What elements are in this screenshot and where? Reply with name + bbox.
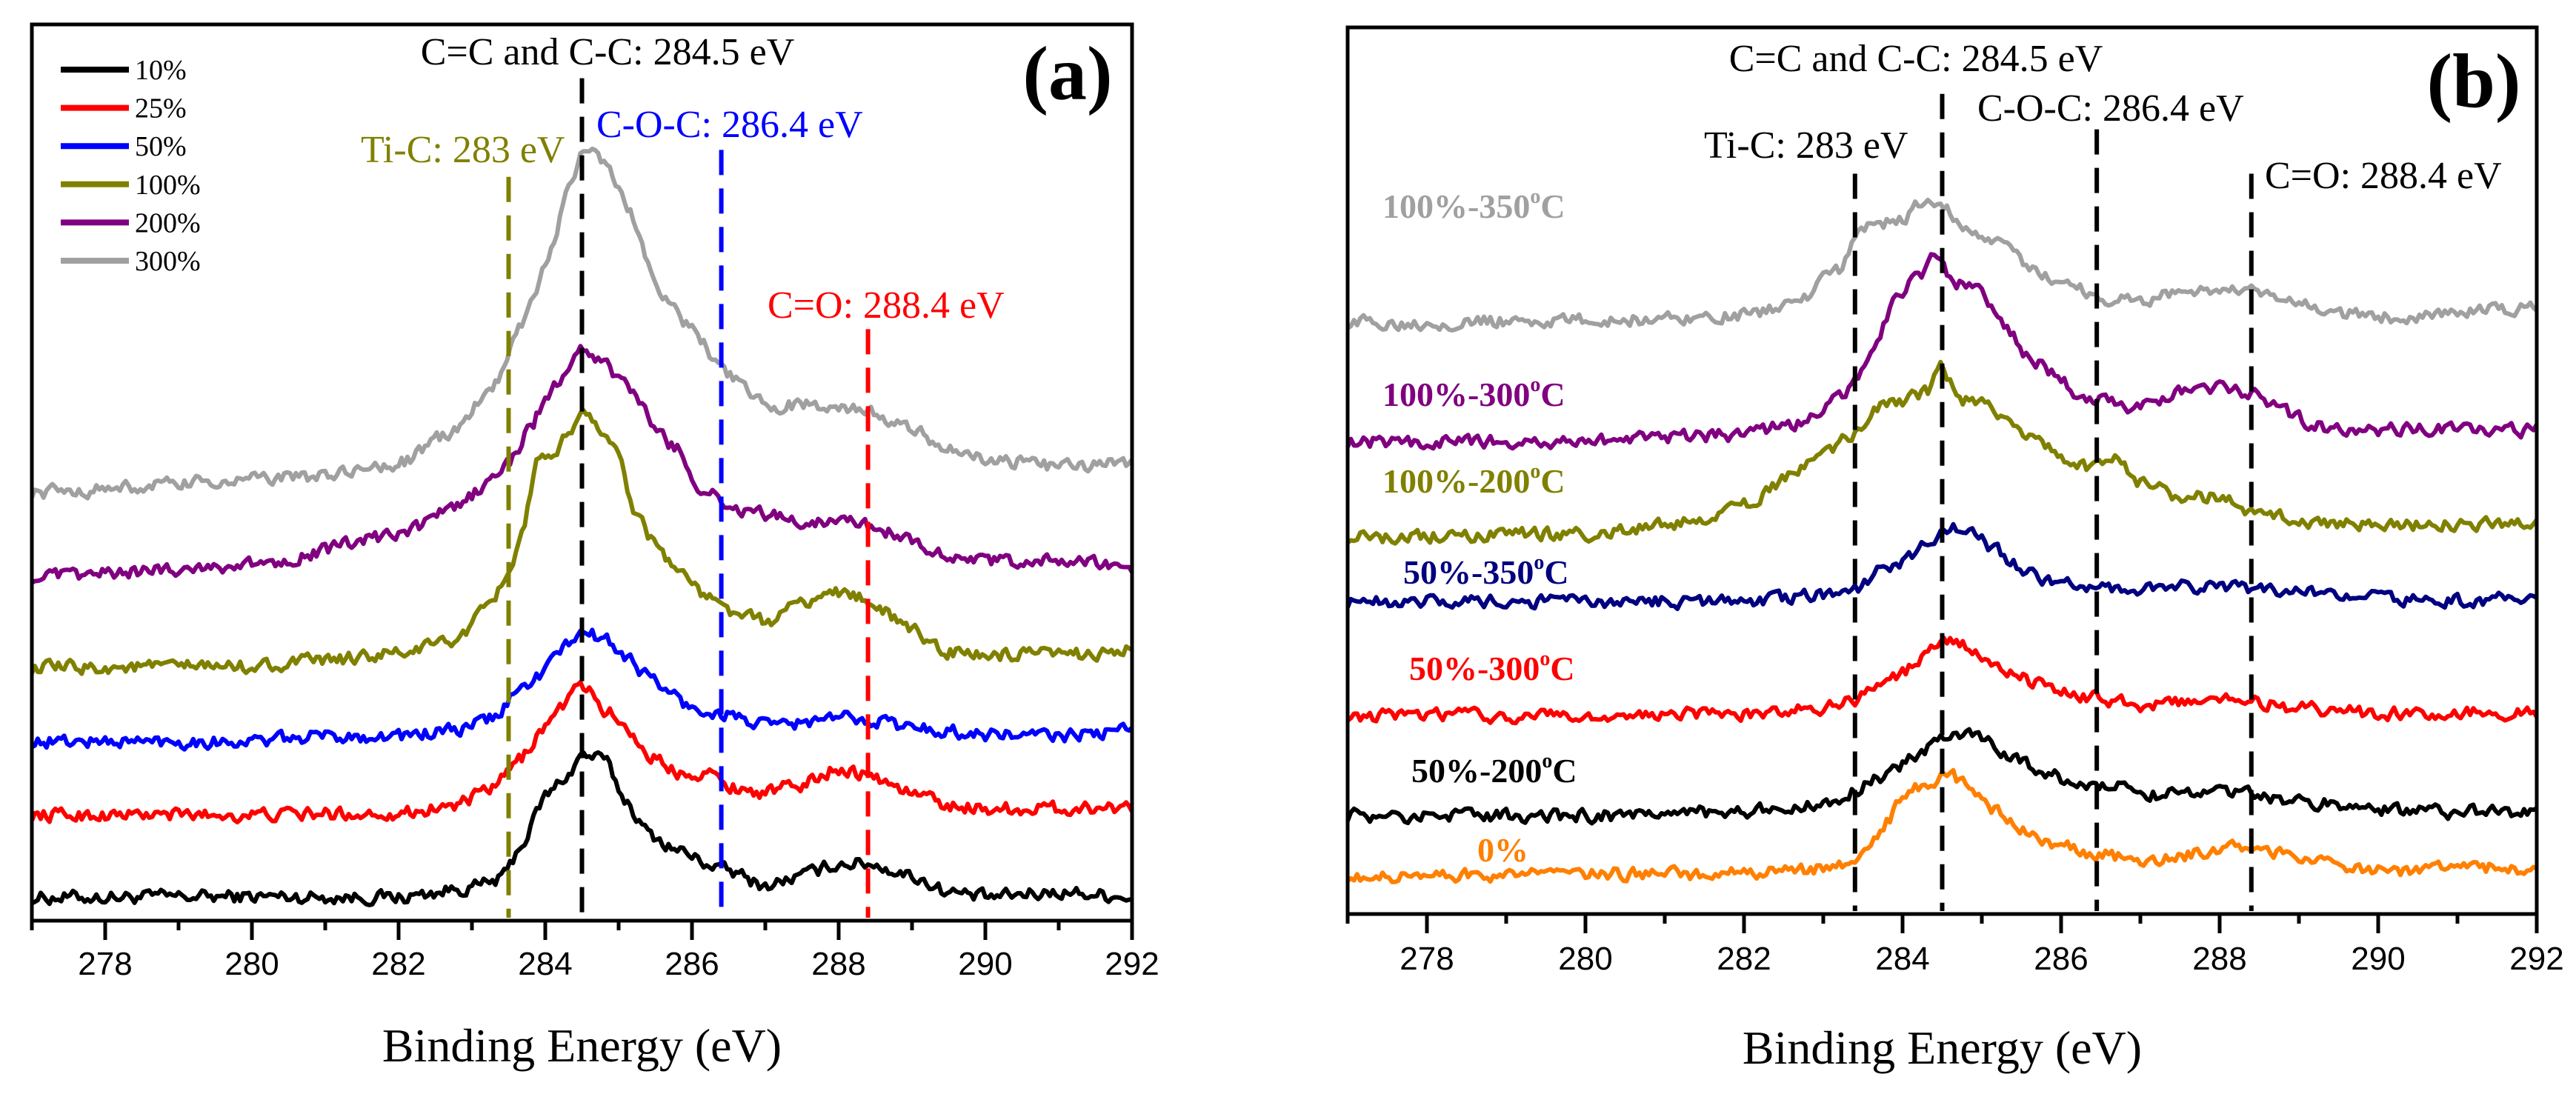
- series-label: 0%: [1477, 831, 1528, 869]
- panel-b: C=C and C-C: 284.5 eV Ti-C: 283 eV C-O-C: …: [1345, 25, 2564, 1074]
- annotation-label: C=C and C-C: 284.5 eV: [1729, 38, 2103, 80]
- x-tick-label: 290: [2351, 941, 2405, 977]
- legend-label: 300%: [135, 246, 201, 277]
- x-tick-label: 280: [1558, 941, 1612, 977]
- series-label: 100%-200oC: [1382, 460, 1565, 500]
- panel-a: C=C and C-C: 284.5 eV Ti-C: 283 eV C-O-C: …: [30, 22, 1159, 1072]
- x-axis-label: Binding Energy (eV): [382, 1019, 782, 1072]
- x-axis-label: Binding Energy (eV): [1743, 1021, 2142, 1074]
- x-tick-label: 286: [665, 946, 719, 982]
- legend-label: 10%: [135, 55, 187, 86]
- legend-label: 50%: [135, 131, 187, 162]
- series-line-100-350C: [1346, 197, 2538, 333]
- annotation-label: Ti-C: 283 eV: [1704, 124, 1908, 167]
- series-line-300-: [30, 146, 1134, 501]
- x-tick-label: 288: [811, 946, 865, 982]
- plot-frame: [1345, 25, 2539, 916]
- x-tick-label: 278: [78, 946, 132, 982]
- series-label: 50%-300oC: [1409, 647, 1575, 687]
- legend-label: 100%: [135, 170, 201, 201]
- legend-label: 200%: [135, 207, 201, 239]
- x-tick-label: 278: [1400, 941, 1454, 977]
- panel-label: (a): [1022, 31, 1112, 116]
- annotation-label: C=O: 288.4 eV: [2265, 155, 2502, 197]
- annotation-label: Ti-C: 283 eV: [361, 129, 565, 171]
- plot-frame: [30, 22, 1134, 923]
- x-tick-label: 282: [1717, 941, 1771, 977]
- annotation-label: C=C and C-C: 284.5 eV: [421, 31, 795, 73]
- annotation-label: C-O-C: 286.4 eV: [1977, 87, 2244, 130]
- legend-label: 25%: [135, 93, 187, 124]
- x-tick-label: 286: [2034, 941, 2088, 977]
- x-tick-label: 290: [958, 946, 1012, 982]
- series-label: 50%-350oC: [1403, 551, 1569, 591]
- series-label: 100%-350oC: [1382, 185, 1565, 225]
- series-line-25-: [30, 680, 1134, 824]
- annotation-label: C-O-C: 286.4 eV: [596, 104, 863, 146]
- x-tick-label: 282: [371, 946, 425, 982]
- series-label: 100%-300oC: [1382, 373, 1565, 413]
- x-tick-label: 280: [224, 946, 279, 982]
- series-line-50-200C: [1345, 727, 2538, 826]
- x-tick-label: 284: [1875, 941, 1929, 977]
- x-tick-label: 284: [518, 946, 572, 982]
- series-line-100-: [30, 407, 1134, 676]
- x-tick-label: 292: [1105, 946, 1159, 982]
- panel-label: (b): [2426, 39, 2520, 124]
- series-line-0-: [1346, 767, 2538, 884]
- annotation-label: C=O: 288.4 eV: [768, 284, 1005, 327]
- series-label: 50%-200oC: [1411, 750, 1577, 790]
- x-tick-label: 288: [2192, 941, 2246, 977]
- x-tick-label: 292: [2509, 941, 2563, 977]
